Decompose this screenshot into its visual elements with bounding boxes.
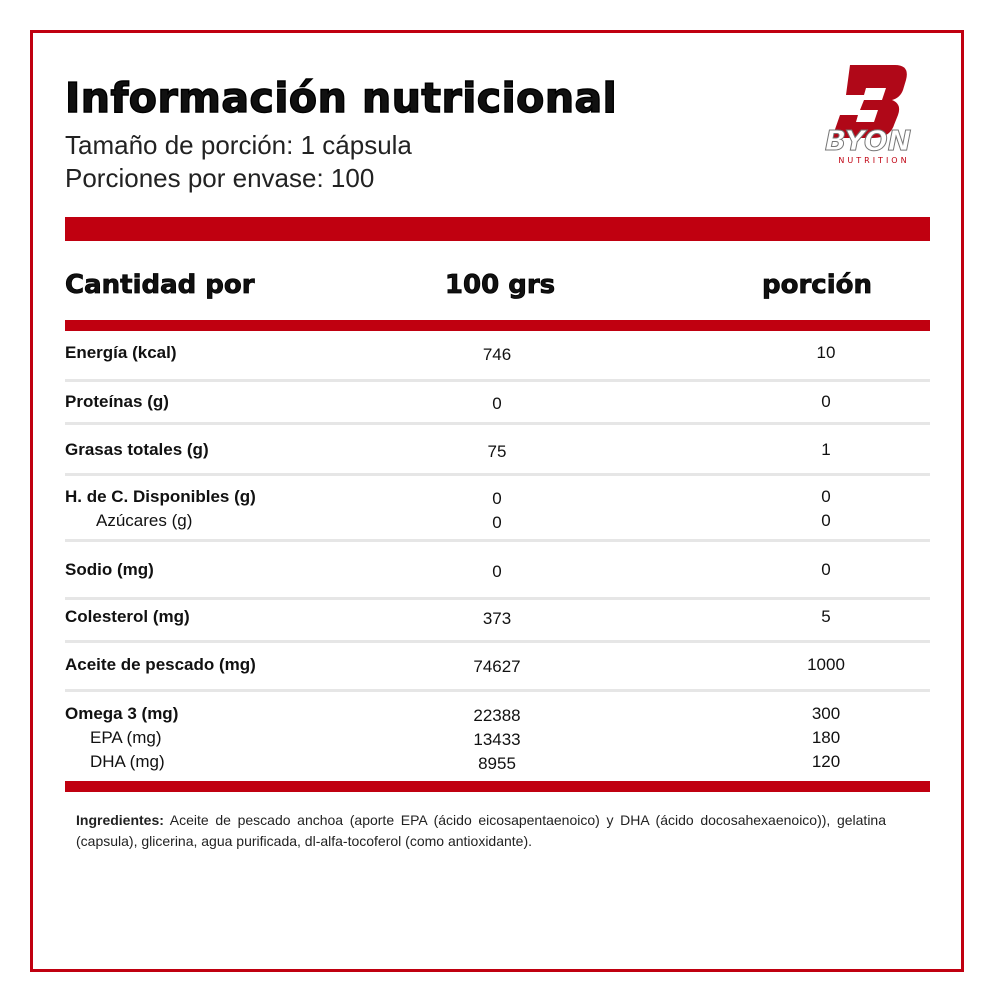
logo-mark: [832, 65, 907, 138]
value-per-100g: 0: [492, 513, 502, 532]
value-per-100g: 0: [492, 562, 502, 581]
sub-nutrient-label: Azúcares (g): [96, 511, 193, 530]
column-header: Cantidad por: [65, 270, 255, 301]
nutrient-label: Sodio (mg): [65, 560, 154, 579]
nutrient-label: Energía (kcal): [65, 343, 177, 362]
divider-bar: [65, 217, 930, 241]
value-per-100g: 746: [482, 345, 512, 364]
value-per-serving: 0: [821, 560, 831, 579]
logo-brand: BYON: [825, 124, 911, 157]
row-separator: [65, 640, 930, 643]
column-header: porción: [762, 270, 873, 301]
sub-nutrient-label: DHA (mg): [90, 752, 165, 771]
nutrient-label: H. de C. Disponibles (g): [65, 487, 256, 506]
row-separator: [65, 473, 930, 476]
value-per-100g: 0: [492, 489, 502, 508]
value-per-serving: 0: [821, 511, 831, 530]
logo-tagline: NUTRITION: [838, 156, 909, 165]
ingredients-label: Ingredientes:: [76, 812, 164, 828]
value-per-100g: 75: [487, 442, 507, 461]
column-header: 100 grs: [444, 270, 556, 301]
value-per-100g: 8955: [478, 754, 516, 773]
ingredients-text: Aceite de pescado anchoa (aporte EPA (ác…: [76, 812, 887, 849]
title: Información nutricional: [64, 73, 618, 123]
row-separator: [65, 379, 930, 382]
value-per-100g: 74627: [473, 657, 521, 676]
sub-nutrient-label: EPA (mg): [90, 728, 162, 747]
value-per-100g: 13433: [473, 730, 521, 749]
divider-bar: [65, 781, 930, 792]
nutrient-label: Grasas totales (g): [65, 440, 209, 459]
value-per-serving: 1: [821, 440, 831, 459]
value-per-serving: 0: [821, 487, 831, 506]
serving-size: Tamaño de porción: 1 cápsula: [65, 130, 412, 160]
value-per-serving: 1000: [807, 655, 845, 674]
value-per-100g: 22388: [473, 706, 521, 725]
value-per-serving: 0: [821, 392, 831, 411]
value-per-100g: 373: [482, 609, 512, 628]
value-per-serving: 5: [821, 607, 831, 626]
row-separator: [65, 422, 930, 425]
nutrient-label: Omega 3 (mg): [65, 704, 179, 723]
servings-per-container: Porciones por envase: 100: [65, 163, 375, 193]
nutrient-label: Aceite de pescado (mg): [65, 655, 256, 674]
value-per-serving: 180: [811, 728, 841, 747]
divider-bar: [65, 320, 930, 331]
value-per-serving: 300: [811, 704, 841, 723]
nutrient-label: Colesterol (mg): [65, 607, 190, 626]
value-per-100g: 0: [492, 394, 502, 413]
row-separator: [65, 689, 930, 692]
value-per-serving: 120: [811, 752, 841, 771]
logo: BYON NUTRITION: [824, 65, 912, 165]
value-per-serving: 10: [816, 343, 836, 362]
ingredients: Ingredientes: Aceite de pescado anchoa (…: [76, 810, 886, 852]
frame: [30, 30, 964, 972]
row-separator: [65, 539, 930, 542]
row-separator: [65, 597, 930, 600]
nutrient-label: Proteínas (g): [65, 392, 169, 411]
